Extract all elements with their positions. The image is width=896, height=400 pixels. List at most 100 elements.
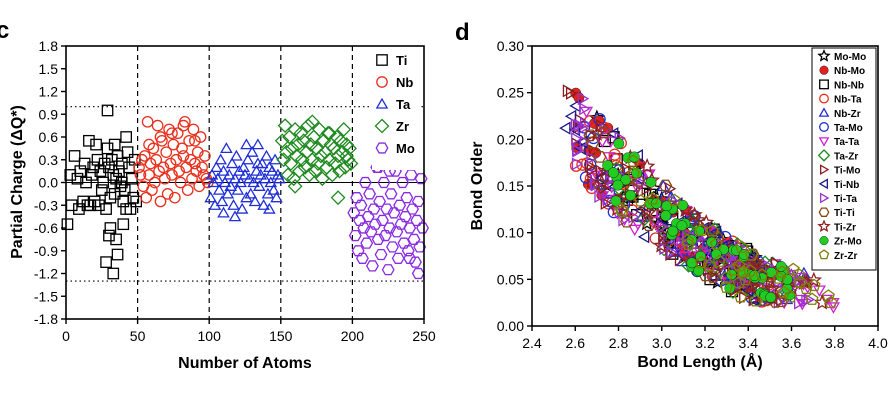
panel-c-point-nb [177,119,190,132]
panel-c-point-ti [117,218,130,231]
panel-c-point-ti [104,222,117,234]
panel-d: d 2.4 2.6 2.8 3.0 3.2 3.4 3.6 3.8 4.0 0.00 0.05 0.1… [455,19,888,371]
panel-c-xtick-label: 100 [198,328,222,344]
panel-c-point-mo [407,233,421,245]
panel-c-point-nb [189,157,201,170]
panel-d-xtick-label: 4.0 [868,335,888,351]
panel-c-point-nb [154,131,167,143]
panel-d-point-ti-ta [602,192,614,206]
panel-c-point-nb [147,142,160,155]
panel-c-point-nb [154,195,167,208]
panel-c-point-nb [143,169,155,181]
panel-d-point-zr-zr [735,240,749,253]
panel-c-point-mo [381,264,395,276]
panel-d-point-zr-mo [607,167,619,179]
panel-c-point-nb [177,150,190,162]
panel-c-point-zr [309,140,325,156]
panel-d-point-ti-ta [794,296,806,310]
panel-d-point-zr-zr [807,278,821,292]
panel-d-point-ti-mo [641,182,653,196]
panel-c-point-ti [120,131,132,143]
panel-c-legend-marker-nb [376,76,388,88]
panel-c-point-nb [138,150,151,162]
panel-c-point-ti [118,184,131,196]
panel-c-point-nb [143,138,155,151]
panel-d-point-ti-ta [573,118,586,132]
panel-d-point-zr-zr [668,193,682,206]
panel-c-point-nb [196,161,208,174]
panel-c-legend-label-mo: Mo [396,141,415,156]
panel-c-point-nb [190,165,203,177]
panel-c-point-mo [374,248,388,261]
panel-d-point-zr-zr [775,265,789,278]
panel-d-legend-marker-nb-ta [819,93,829,104]
panel-c-point-ti [98,157,111,170]
panel-c-point-nb [183,134,196,147]
panel-d-ytick-label: 0.20 [497,131,524,147]
panel-d-point-ti-zr [748,255,765,271]
panel-c-point-mo [411,195,425,208]
panel-c-point-ta [251,138,265,150]
panel-d-legend-label-ta-mo: Ta-Mo [834,123,863,134]
panel-c-point-zr [302,167,317,183]
panel-d-legend-marker-ti-zr [817,219,831,233]
panel-c-point-zr [339,137,355,152]
panel-d-legend-marker-nb-nb [819,79,829,90]
panel-c-point-nb [153,165,165,177]
panel-c-point-ti [71,172,84,185]
panel-d-point-ti-ta [676,238,688,252]
panel-d-point-ti-ti [774,295,788,308]
panel-c-point-zr [322,125,337,141]
panel-c-ytick-label: 0.3 [39,152,59,168]
panel-c-point-ta [220,142,233,154]
panel-c-point-nb [189,134,201,147]
panel-c-point-zr [279,144,294,160]
panel-c-point-ti [90,138,102,151]
panel-c-point-mo [400,192,414,204]
panel-d-ytick-label: 0.00 [497,318,524,334]
panel-c-point-mo [411,267,425,280]
panel-c-point-zr [294,152,310,168]
panel-d-point-zr-mo [612,179,624,191]
panel-d-point-ta-mo [584,158,597,171]
panel-d-legend-marker-ti-ta [820,192,830,204]
panel-c-point-mo [365,260,379,272]
panel-c-point-ta [263,202,276,214]
panel-c-point-nb [194,131,207,143]
panel-c-point-ti [104,191,117,204]
panel-d-point-zr-zr [712,254,726,267]
panel-d-point-ti-ta [577,121,589,135]
panel-c-point-nb [187,123,200,136]
panel-c-point-ta [231,183,245,195]
panel-d-legend-label-ta-ta: Ta-Ta [834,137,860,148]
panel-d-point-zr-mo [660,210,672,222]
panel-c-point-mo [367,203,381,215]
panel-d-point-ti-ti [706,271,720,284]
panel-d-point-zr-zr [634,194,648,207]
panel-d-point-ti-ta [803,292,816,307]
panel-d-point-nb-zr [675,244,689,256]
panel-d-point-ti-ta [577,92,590,106]
panel-c-point-ta [245,145,259,157]
panel-c-point-ti [120,203,132,215]
panel-c-point-ti [111,248,124,261]
panel-c-ytick-label: 0.6 [39,129,59,145]
panel-c-point-ta [217,206,230,218]
panel-d-point-zr-zr [615,204,630,217]
panel-c-point-zr [320,125,336,141]
panel-d-ytick-label: 0.25 [497,85,524,101]
panel-c-point-ta [212,183,226,195]
panel-c-ytick-label: 1.5 [39,61,59,77]
panel-d-legend-label-zr-zr: Zr-Zr [834,251,857,262]
panel-c-point-ti [101,142,114,155]
panel-c-point-mo [394,218,408,230]
panel-c-ytick-label: -0.9 [34,243,58,259]
panel-d-point-ti-nb [637,230,650,244]
panel-c-point-ta [240,191,253,203]
panel-c-legend-marker-ta [375,97,389,109]
panel-c-point-ti [88,195,101,208]
panel-c-point-ti [85,169,98,181]
panel-c-point-zr [290,137,306,152]
panel-d-point-ti-ti [658,179,673,192]
panel-d-point-ti-zr [805,271,822,288]
